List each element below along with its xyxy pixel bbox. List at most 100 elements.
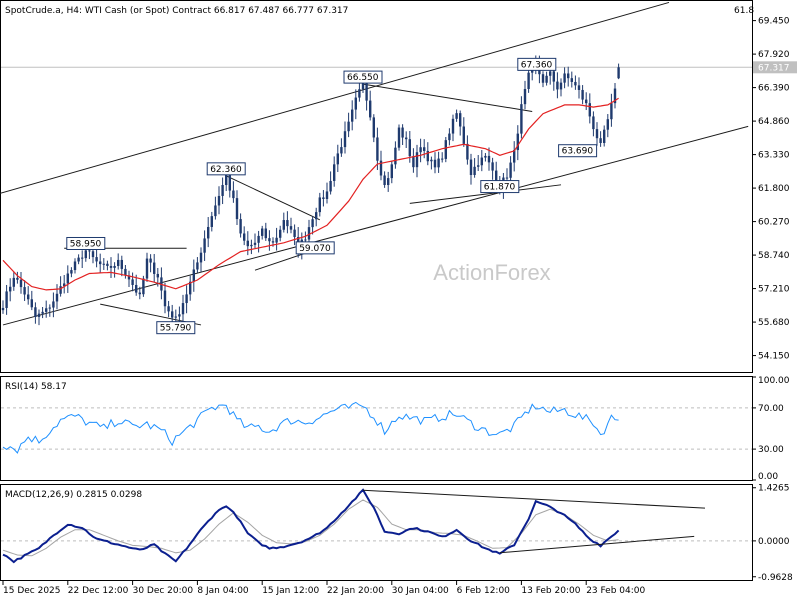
rsi-panel: 100.00 70.00 30.00 0.00 <box>1 376 790 482</box>
candle-body <box>95 257 98 262</box>
time-tick-label: 23 Feb 04:00 <box>586 586 645 596</box>
candle-body <box>214 205 217 217</box>
candle-body <box>484 155 487 158</box>
candle-body <box>268 238 271 242</box>
annotation-box <box>66 236 106 250</box>
price-tick-label: 66.390 <box>758 84 790 94</box>
candle-body <box>441 158 444 160</box>
price-tick-label: 69.450 <box>758 17 790 27</box>
candle-body <box>354 97 357 110</box>
candle-body <box>451 118 455 134</box>
candle-body <box>437 158 440 168</box>
candle-body <box>228 174 231 191</box>
annotation-label: 67.360 <box>521 60 553 70</box>
macd-divergence-top-line <box>362 489 706 509</box>
rsi-line <box>2 401 619 454</box>
candle-body <box>30 299 33 308</box>
candle-body <box>282 220 285 230</box>
candle-body <box>171 311 174 318</box>
candle-body <box>595 129 599 139</box>
candle-body <box>145 258 149 279</box>
time-tick-label: 13 Feb 20:00 <box>521 586 580 596</box>
candle-body <box>34 307 37 317</box>
candle-body <box>174 316 177 318</box>
time-tick-label: 6 Feb 12:00 <box>457 586 511 596</box>
macd-panel: 1.4265 0.0000 -0.9628 <box>1 484 793 583</box>
candle-body <box>369 100 372 118</box>
candle-body <box>99 261 102 265</box>
time-tick-label: 30 Dec 20:00 <box>133 586 194 596</box>
candle-body <box>207 226 210 239</box>
rsi-header: RSI(14) 58.17 <box>5 382 67 392</box>
candle-body <box>73 261 77 271</box>
header-right-value: 61.8 <box>734 6 754 16</box>
candle-body <box>325 191 329 199</box>
candle-body <box>462 126 465 144</box>
candle-body <box>351 109 354 122</box>
candle-body <box>88 250 91 252</box>
candle-body <box>181 303 185 315</box>
candle-body <box>225 174 228 186</box>
time-tick-label: 15 Dec 2025 <box>3 586 61 596</box>
rsi-tick-label: 70.00 <box>758 404 784 414</box>
candle-body <box>16 277 19 280</box>
candle-body <box>574 81 577 86</box>
candle-body <box>606 119 609 130</box>
candle-body <box>556 81 559 90</box>
candle-body <box>401 127 404 138</box>
channel-upper-line <box>0 1 670 194</box>
candle-body <box>113 265 116 268</box>
candle-body <box>523 88 527 105</box>
candle-body <box>570 78 573 82</box>
candle-body <box>333 164 336 181</box>
candle-body <box>448 133 451 141</box>
candle-body <box>124 268 127 276</box>
annotation-box <box>343 70 383 84</box>
candle-body <box>592 116 595 130</box>
triangle-lower-line <box>409 184 562 204</box>
candle-body <box>9 286 12 292</box>
candle-body <box>358 89 361 98</box>
annotation-label: 58.950 <box>70 239 102 249</box>
candle-body <box>19 279 23 288</box>
candle-body <box>37 313 41 317</box>
watermark: ActionForex <box>433 260 550 285</box>
chart-header: SpotCrude.a, H4: WTI Cash (or Spot) Cont… <box>5 6 348 16</box>
candle-body <box>149 258 152 263</box>
candle-body <box>617 67 620 79</box>
candle-body <box>131 279 134 285</box>
annotation-box <box>295 241 335 255</box>
candle-body <box>419 147 422 153</box>
candle-body <box>477 165 480 167</box>
channel-lower-line <box>2 125 749 326</box>
candle-body <box>361 82 365 90</box>
candle-body <box>12 277 15 287</box>
rsi-tick-label: 0.00 <box>758 472 778 482</box>
candle-body <box>66 273 69 284</box>
candle-body <box>487 155 491 163</box>
candle-body <box>221 185 224 196</box>
candle-body <box>559 82 563 90</box>
macd-tick-label: -0.9628 <box>758 573 793 583</box>
candle-body <box>383 175 386 186</box>
price-tick-label: 67.920 <box>758 50 790 60</box>
candle-body <box>527 72 530 89</box>
candle-body <box>545 75 548 83</box>
candle-body <box>45 308 48 312</box>
candle-body <box>315 212 318 220</box>
candle-body <box>235 198 239 220</box>
candle-body <box>279 229 282 238</box>
candle-body <box>91 251 95 258</box>
annotation-label: 66.550 <box>347 73 379 83</box>
candle-body <box>253 242 257 245</box>
candle-body <box>120 259 123 269</box>
candle-body <box>376 137 379 161</box>
candle-body <box>585 99 588 104</box>
candle-body <box>588 103 591 117</box>
candle-body <box>469 159 473 175</box>
candle-body <box>48 307 51 309</box>
time-tick-label: 22 Jan 20:00 <box>327 586 384 596</box>
time-tick-label: 8 Jan 04:00 <box>197 586 249 596</box>
candle-body <box>365 82 368 101</box>
